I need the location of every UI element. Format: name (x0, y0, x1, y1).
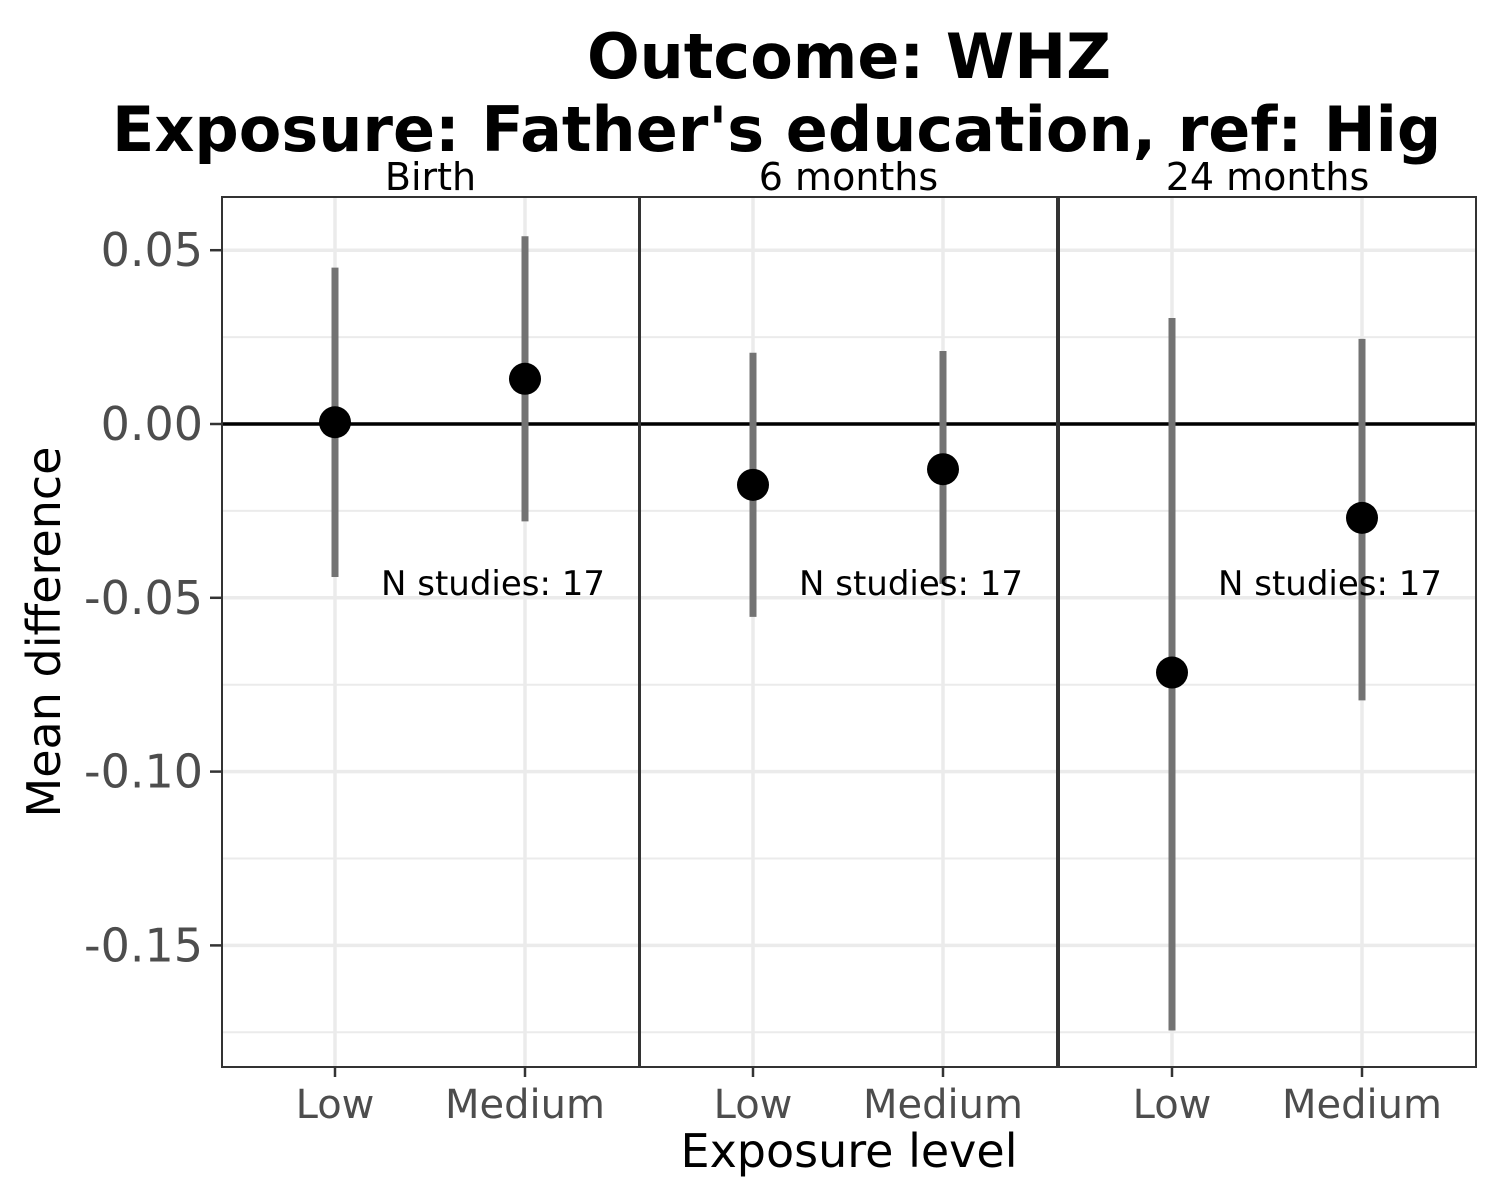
facet-panel-2: N studies: 17 24 months Low Medium (1058, 155, 1477, 1128)
facet-panel-0: N studies: 17 Birth Low Medium (221, 155, 640, 1128)
studies-annotation: N studies: 17 (799, 564, 1023, 604)
facet-label: 6 months (759, 155, 938, 199)
studies-annotation: N studies: 17 (1218, 564, 1442, 604)
estimate-point (1346, 501, 1378, 534)
facet-label: Birth (385, 155, 476, 199)
estimate-point (509, 362, 541, 395)
panel-background (222, 197, 639, 1067)
y-axis: 0.05 0.00 -0.05 -0.10 -0.15 (84, 223, 222, 972)
panel-frame (639, 196, 1058, 1068)
panel-background (640, 197, 1057, 1067)
x-tick-label: Medium (863, 1082, 1023, 1128)
estimate-point (1156, 656, 1188, 689)
x-tick-label: Medium (445, 1082, 605, 1128)
x-tick-label: Low (1133, 1082, 1212, 1128)
panel-background (1059, 197, 1476, 1067)
y-axis-label: Mean difference (17, 447, 71, 818)
x-tick-label: Medium (1282, 1082, 1442, 1128)
y-tick-label: 0.00 (101, 397, 203, 451)
chart-subtitle: Exposure: Father's education, ref: Hig (112, 93, 1441, 166)
estimate-point (737, 468, 769, 501)
x-tick-label: Low (296, 1082, 375, 1128)
estimate-point (927, 453, 959, 486)
y-tick-label: -0.15 (84, 918, 203, 972)
y-tick-label: -0.05 (84, 571, 203, 625)
estimate-point (319, 406, 351, 439)
facet-label: 24 months (1166, 155, 1370, 199)
panel-frame (1058, 196, 1477, 1068)
x-axis-label: Exposure level (681, 1124, 1018, 1178)
y-tick-label: -0.10 (84, 745, 203, 799)
chart-title: Outcome: WHZ (587, 20, 1111, 93)
studies-annotation: N studies: 17 (381, 564, 605, 604)
x-tick-label: Low (714, 1082, 793, 1128)
y-tick-label: 0.05 (101, 223, 203, 277)
facet-panel-1: N studies: 17 6 months Low Medium (639, 155, 1058, 1128)
